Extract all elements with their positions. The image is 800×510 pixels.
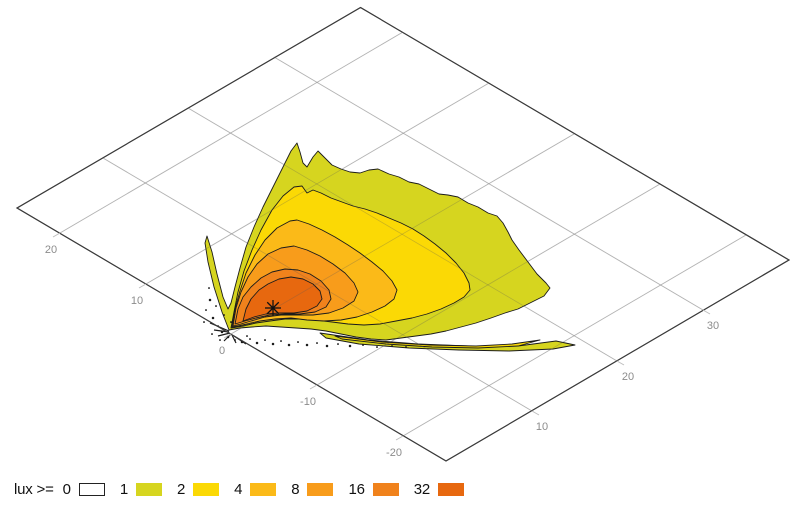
legend: lux >= 0 1 2 4 8 16 32: [14, 479, 479, 499]
contour-speckle: [203, 321, 205, 323]
x-tick: [309, 384, 318, 390]
legend-swatch: [193, 482, 220, 496]
contour-speckle: [376, 346, 378, 348]
x-tick-label: 20: [45, 244, 57, 256]
contour-speckle: [287, 343, 291, 347]
contour-speckle: [249, 338, 251, 340]
origin-whisker: [217, 332, 231, 337]
gridline: [273, 56, 704, 311]
legend-value: 8: [291, 480, 300, 498]
gridline-overlay: [230, 133, 575, 335]
contour-speckle: [211, 333, 213, 335]
legend-value: 32: [413, 480, 431, 498]
y-tick-label: 30: [707, 320, 719, 332]
legend-item-8: 8: [291, 480, 334, 498]
contour-speckle: [391, 345, 393, 347]
contour-speckle: [211, 316, 215, 320]
contour-speckle: [230, 321, 232, 323]
gridline-overlay: [145, 82, 490, 285]
legend-value: 0: [62, 480, 71, 498]
y-tick: [616, 360, 625, 366]
contour-speckle: [362, 344, 364, 346]
legend-swatch: [438, 482, 465, 496]
contour-speckle: [305, 343, 309, 347]
gridline-overlay: [102, 157, 533, 412]
legend-value: 1: [119, 480, 128, 498]
contour-speckle: [208, 298, 212, 302]
y-tick: [702, 309, 711, 315]
x-tick-label: -10: [300, 396, 316, 408]
gridline-overlay: [316, 183, 661, 386]
contour-speckle: [255, 341, 259, 345]
legend-item-1: 1: [120, 481, 162, 498]
x-tick: [395, 435, 404, 441]
contour-speckle: [297, 341, 299, 343]
contour-speckle: [405, 346, 407, 348]
x-tick: [223, 333, 232, 339]
peak-marker-center: [271, 306, 275, 310]
contour-speckle: [316, 342, 318, 344]
contour-speckle: [325, 344, 329, 348]
legend-item-2: 2: [176, 480, 220, 498]
gridline-overlay: [273, 56, 704, 311]
legend-swatch: [307, 482, 334, 496]
y-tick-label: 10: [536, 421, 548, 433]
legend-title: lux >=: [14, 480, 54, 498]
contour-tail-level-2: [334, 335, 541, 349]
contour-speckle: [223, 314, 225, 316]
y-tick: [531, 410, 540, 416]
contour-speckle: [280, 340, 282, 342]
contour-speckle: [205, 309, 207, 311]
legend-item-16: 16: [348, 480, 399, 498]
contour-speckle: [219, 339, 221, 341]
contour-speckle: [215, 305, 217, 307]
origin-whisker: [231, 334, 237, 344]
x-tick-label: -20: [386, 447, 402, 459]
contour-speckle: [271, 342, 275, 346]
x-tick: [138, 283, 147, 289]
legend-value: 2: [176, 480, 186, 498]
x-tick-label: 0: [219, 345, 225, 357]
gridline-overlay: [402, 234, 747, 437]
legend-value: 4: [234, 480, 243, 498]
contour-speckle: [220, 330, 224, 334]
gridline: [59, 31, 404, 234]
legend-item-0: 0: [63, 481, 105, 498]
contour-speckle: [208, 287, 210, 289]
plot-frame: [15, 6, 791, 462]
y-tick-label: 20: [622, 371, 634, 383]
legend-item-32: 32: [413, 480, 465, 498]
x-tick: [52, 232, 61, 238]
gridline-overlay: [59, 31, 404, 234]
legend-swatch: [250, 482, 277, 496]
contour-speckle: [337, 343, 339, 345]
legend-swatch: [135, 482, 162, 496]
contour-speckle: [246, 335, 248, 337]
legend-value: 16: [348, 480, 365, 498]
legend-swatch: [78, 482, 105, 496]
gridline-overlay: [187, 107, 618, 362]
legend-item-4: 4: [234, 480, 277, 498]
contour-speckle: [348, 344, 352, 348]
x-tick-label: 10: [131, 295, 143, 307]
contour-speckle: [234, 339, 236, 341]
contour-speckle: [264, 339, 266, 341]
legend-swatch: [372, 482, 399, 496]
